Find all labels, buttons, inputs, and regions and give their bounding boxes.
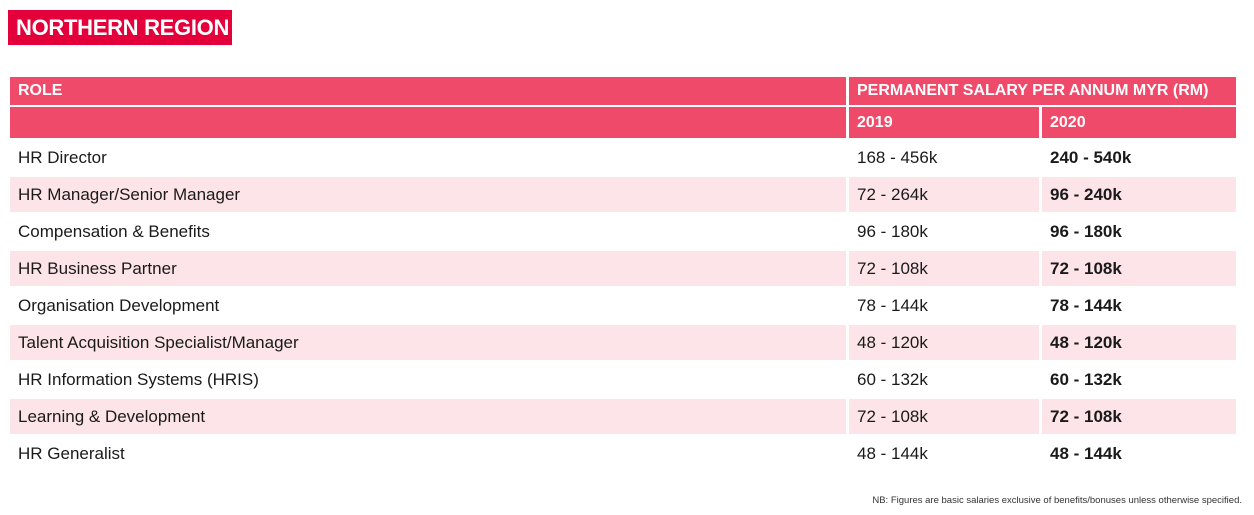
- salary-table: ROLE PERMANENT SALARY PER ANNUM MYR (RM)…: [7, 75, 1239, 473]
- salary-2020-cell: 48 - 144k: [1050, 443, 1122, 463]
- table-row: HR Information Systems (HRIS) 60 - 132k …: [10, 362, 1236, 397]
- role-cell: HR Generalist: [18, 443, 125, 463]
- table-row: Organisation Development 78 - 144k 78 - …: [10, 288, 1236, 323]
- role-cell: HR Director: [18, 147, 107, 167]
- salary-2019-cell: 96 - 180k: [857, 221, 928, 241]
- salary-header: PERMANENT SALARY PER ANNUM MYR (RM): [849, 77, 1236, 105]
- salary-2019-cell: 48 - 120k: [849, 325, 1039, 360]
- salary-2019-cell: 72 - 264k: [849, 177, 1039, 212]
- salary-2020-cell: 240 - 540k: [1050, 147, 1132, 167]
- table-row: HR Director 168 - 456k 240 - 540k: [10, 140, 1236, 175]
- footnote: NB: Figures are basic salaries exclusive…: [872, 495, 1242, 506]
- role-cell: Compensation & Benefits: [18, 221, 210, 241]
- table-row: HR Generalist 48 - 144k 48 - 144k: [10, 436, 1236, 471]
- header-row: ROLE PERMANENT SALARY PER ANNUM MYR (RM): [10, 77, 1236, 105]
- role-cell: Learning & Development: [10, 399, 846, 434]
- table-row: Talent Acquisition Specialist/Manager 48…: [10, 325, 1236, 360]
- role-cell: Talent Acquisition Specialist/Manager: [10, 325, 846, 360]
- role-cell: HR Manager/Senior Manager: [10, 177, 846, 212]
- year-header-row: 2019 2020: [10, 107, 1236, 138]
- salary-2020-cell: 48 - 120k: [1042, 325, 1236, 360]
- salary-2020-cell: 72 - 108k: [1042, 399, 1236, 434]
- salary-2019-cell: 168 - 456k: [857, 147, 938, 167]
- salary-2019-cell: 72 - 108k: [849, 399, 1039, 434]
- table-row: Compensation & Benefits 96 - 180k 96 - 1…: [10, 214, 1236, 249]
- salary-2019-cell: 48 - 144k: [857, 443, 928, 463]
- year-2020-header: 2020: [1042, 107, 1236, 138]
- region-title: NORTHERN REGION: [8, 10, 232, 45]
- salary-2019-cell: 72 - 108k: [849, 251, 1039, 286]
- table-row: Learning & Development 72 - 108k 72 - 10…: [10, 399, 1236, 434]
- table-row: HR Business Partner 72 - 108k 72 - 108k: [10, 251, 1236, 286]
- table-row: HR Manager/Senior Manager 72 - 264k 96 -…: [10, 177, 1236, 212]
- role-header: ROLE: [10, 77, 846, 105]
- role-cell: Organisation Development: [18, 295, 220, 315]
- role-header-blank: [10, 107, 846, 138]
- salary-2020-cell: 96 - 180k: [1050, 221, 1122, 241]
- salary-2019-cell: 78 - 144k: [857, 295, 928, 315]
- role-cell: HR Information Systems (HRIS): [18, 369, 259, 389]
- role-cell: HR Business Partner: [10, 251, 846, 286]
- salary-2019-cell: 60 - 132k: [857, 369, 928, 389]
- salary-2020-cell: 72 - 108k: [1042, 251, 1236, 286]
- salary-2020-cell: 78 - 144k: [1050, 295, 1122, 315]
- salary-2020-cell: 96 - 240k: [1042, 177, 1236, 212]
- salary-2020-cell: 60 - 132k: [1050, 369, 1122, 389]
- year-2019-header: 2019: [849, 107, 1039, 138]
